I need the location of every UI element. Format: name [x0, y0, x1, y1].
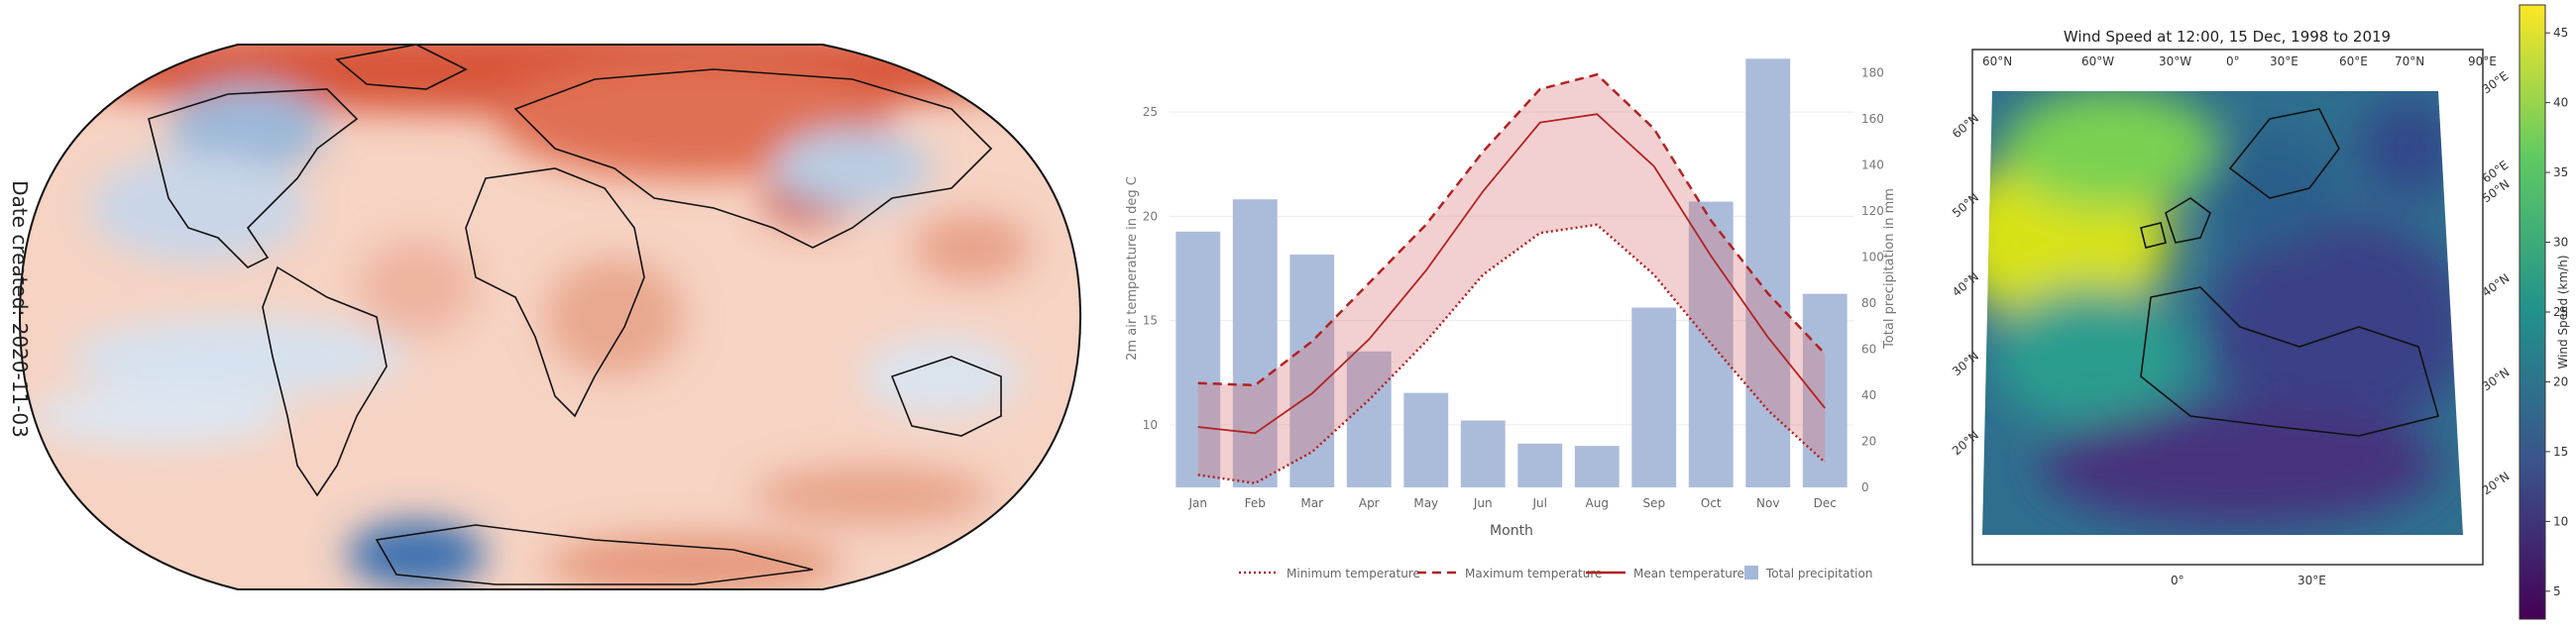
date-created-label: Date created: 2020-11-03: [8, 180, 32, 438]
precipitation-bar: [1176, 231, 1221, 488]
x-tick-label: Apr: [1359, 496, 1380, 510]
precipitation-bar: [1460, 420, 1506, 487]
wind-blob: [2359, 99, 2458, 198]
wind-field-blobs: [1982, 91, 2463, 525]
y-right-tick-label: 180: [1861, 65, 1884, 79]
x-tick-label: Sep: [1642, 496, 1665, 510]
y-right-tick-label: 80: [1861, 296, 1876, 310]
y-right-tick-label: 140: [1861, 158, 1884, 171]
precipitation-bar: [1403, 392, 1449, 487]
y-left-axis-label: 2m air temperature in deg C: [1125, 176, 1140, 361]
x-tick-label: Mar: [1300, 496, 1323, 510]
series-line-mean-temperature: [1197, 113, 1826, 435]
series-line-maximum-temperature: [1197, 72, 1827, 387]
wind-field: [1982, 91, 2463, 535]
lon-label-top: 60°W: [2081, 54, 2114, 68]
wind-coastlines: [2140, 108, 2439, 437]
lat-label: 20°N: [1950, 428, 1981, 458]
climate-chart-panel: 10 15 20 25 0 20 40 60 80 100 120 140 160 180 Jan Feb Ma…: [1110, 0, 1903, 628]
lat-label: 60°N: [1950, 111, 1981, 141]
wind-speed-panel: Wind Speed at 12:00, 15 Dec, 1998 to 201…: [1943, 0, 2576, 628]
colorbar-label: Wind Speed (km/h): [2556, 255, 2570, 369]
y-right-tick-label: 0: [1861, 480, 1869, 494]
global-anomaly-map-panel: Date created: 2020-11-03: [0, 0, 1110, 628]
lat-label-right: 40°N: [2480, 271, 2513, 300]
legend-label: Maximum temperature: [1465, 567, 1602, 580]
colorbar-tick-label: 5: [2553, 584, 2561, 598]
lon-label-top: 30°E: [2270, 54, 2298, 68]
climate-chart: 10 15 20 25 0 20 40 60 80 100 120 140 160 180 Jan Feb Ma…: [1125, 58, 1897, 580]
wind-map-frame: [1971, 49, 2484, 566]
lon-label-top: 90°E: [2468, 54, 2497, 68]
global-anomaly-map: [18, 44, 1082, 590]
lat-label-right: 30°N: [2480, 366, 2513, 394]
wind-blob: [2042, 406, 2438, 525]
y-right-axis-label: Total precipitation in mm: [1882, 188, 1897, 350]
x-tick-label: Dec: [1814, 496, 1837, 510]
x-tick-label: Nov: [1756, 496, 1779, 510]
y-right-tick-label: 160: [1861, 112, 1884, 126]
lat-label: 50°N: [1950, 190, 1981, 220]
x-tick-label: Jun: [1473, 496, 1493, 510]
precipitation-bar: [1517, 443, 1563, 487]
wind-chart-title: Wind Speed at 12:00, 15 Dec, 1998 to 201…: [2064, 28, 2391, 46]
precipitation-bar: [1631, 307, 1677, 487]
legend-label: Total precipitation: [1765, 567, 1872, 580]
colorbar-tick-label: 10: [2553, 514, 2568, 528]
lon-label-top: 60°N: [1982, 54, 2012, 68]
y-left-tick-label: 10: [1143, 418, 1158, 432]
x-axis-label: Month: [1490, 523, 1533, 539]
lat-label-right: 30°E: [2480, 68, 2512, 96]
y-left-tick-label: 20: [1143, 209, 1158, 223]
colorbar-tick-label: 20: [2553, 374, 2568, 388]
y-right-tick-label: 120: [1861, 204, 1884, 218]
colorbar-tick-label: 45: [2553, 26, 2568, 40]
precipitation-bar: [1346, 351, 1392, 487]
colorbar-tick-label: 25: [2553, 305, 2568, 319]
wind-speed-map: Wind Speed at 12:00, 15 Dec, 1998 to 201…: [1950, 4, 2570, 620]
lon-label-top: 70°N: [2395, 54, 2424, 68]
precipitation-bar: [1574, 446, 1620, 487]
colorbar-tick-label: 30: [2553, 236, 2568, 250]
wind-blob: [2002, 91, 2220, 208]
x-tick-label: Jul: [1532, 496, 1547, 510]
precipitation-bar: [1688, 201, 1734, 487]
y-right-tick-label: 100: [1861, 250, 1884, 263]
lat-label-right: 20°N: [2480, 470, 2513, 498]
temperature-range-band: [1197, 74, 1826, 483]
lon-label-bottom: 0°: [2171, 574, 2184, 587]
y-right-tick-label: 60: [1861, 342, 1876, 356]
legend-label: Minimum temperature: [1287, 567, 1420, 580]
x-tick-label: Feb: [1245, 496, 1266, 510]
wind-blob: [2210, 218, 2463, 436]
precipitation-bar: [1289, 255, 1335, 487]
lon-label-bottom: 30°E: [2297, 574, 2326, 587]
lon-label-top: 0°: [2226, 54, 2240, 68]
x-tick-label: Aug: [1586, 496, 1609, 510]
lon-label-top: 60°E: [2339, 54, 2368, 68]
x-tick-label: Oct: [1701, 496, 1722, 510]
y-right-tick-label: 40: [1861, 388, 1876, 402]
y-left-tick-label: 25: [1143, 105, 1158, 119]
legend-swatch: [1744, 566, 1758, 579]
colorbar-tick-label: 40: [2553, 96, 2568, 110]
y-left-tick-label: 15: [1143, 314, 1158, 328]
wind-blob: [2200, 129, 2339, 248]
colorbar-tick-label: 15: [2553, 445, 2568, 459]
coastlines: [148, 45, 1002, 585]
y-right-tick-label: 20: [1861, 434, 1876, 448]
x-tick-label: Jan: [1188, 496, 1208, 510]
map-frame: [18, 44, 1082, 590]
precipitation-bar: [1745, 58, 1791, 487]
lat-label: 40°N: [1950, 269, 1981, 299]
colorbar: [2519, 4, 2546, 620]
legend-label: Mean temperature: [1633, 567, 1744, 580]
lat-label: 30°N: [1950, 349, 1981, 378]
colorbar-tick-label: 35: [2553, 165, 2568, 179]
lon-label-top: 30°W: [2159, 54, 2191, 68]
x-tick-label: May: [1413, 496, 1438, 510]
wind-blob: [1992, 287, 2190, 426]
precipitation-bar: [1232, 199, 1278, 488]
